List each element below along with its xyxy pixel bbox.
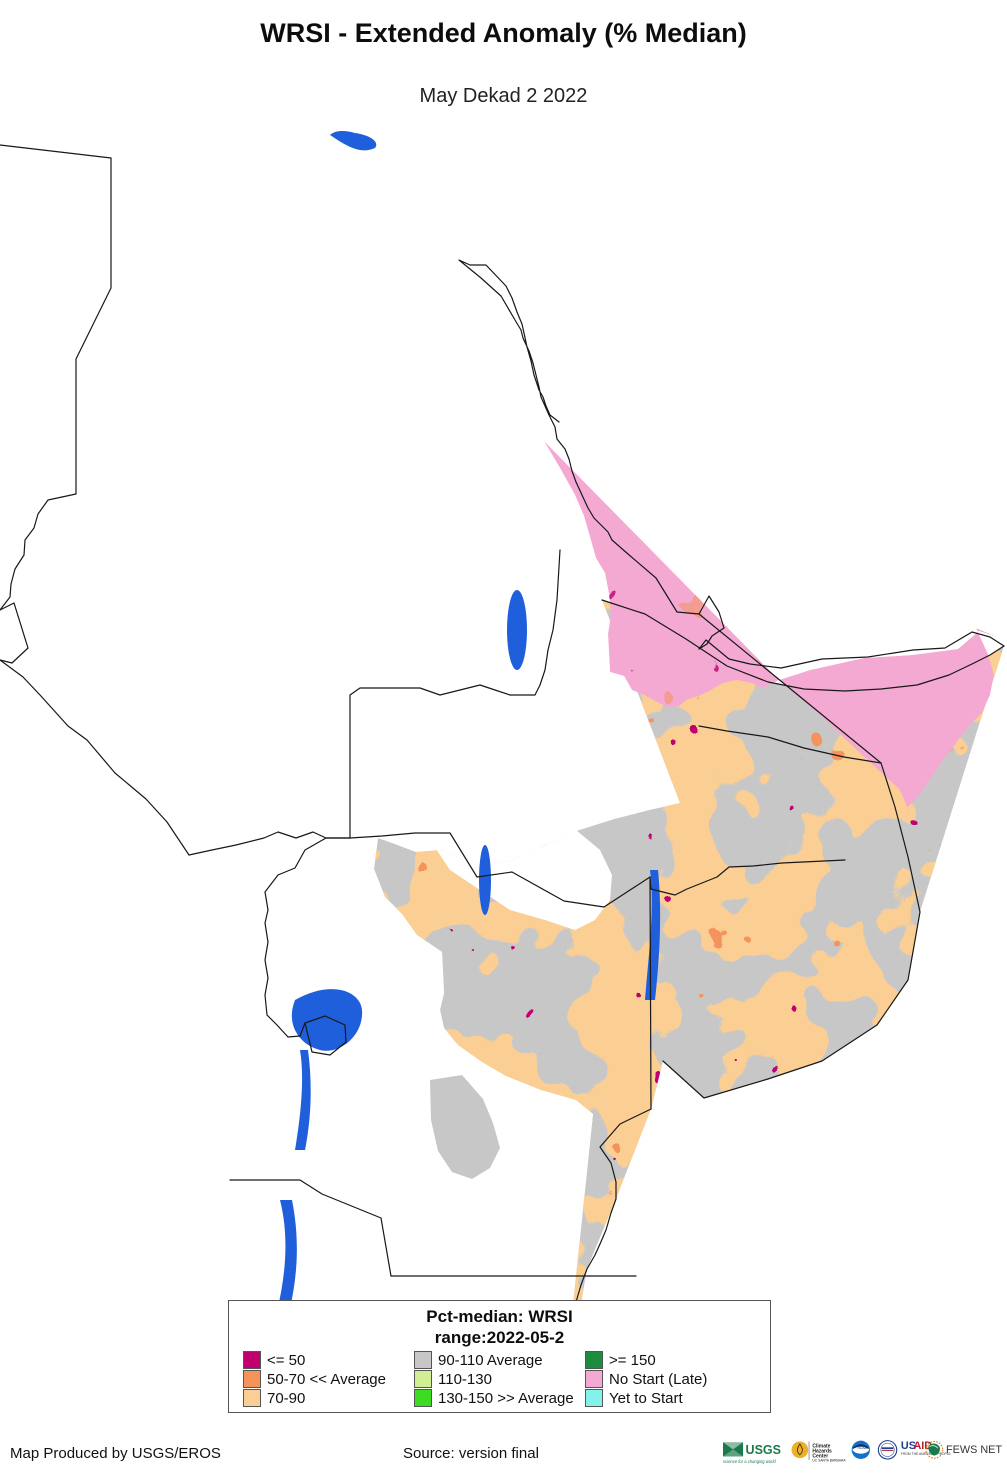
svg-text:FEWS NET: FEWS NET [946, 1444, 1002, 1456]
svg-text:UC SANTA BARBARA: UC SANTA BARBARA [812, 1459, 846, 1463]
svg-text:USGS: USGS [746, 1443, 781, 1457]
svg-text:science for a changing world: science for a changing world [723, 1459, 776, 1464]
svg-text:NOAA: NOAA [857, 1446, 867, 1450]
